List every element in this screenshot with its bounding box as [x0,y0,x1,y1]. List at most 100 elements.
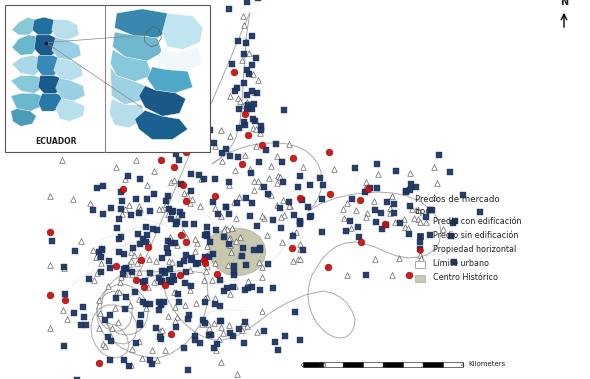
Point [362,179,371,185]
Point [405,170,414,176]
Point [156,279,166,285]
Point [217,213,226,219]
Polygon shape [135,110,188,139]
Point [450,259,459,265]
Point [263,191,273,197]
Point [421,219,431,225]
Polygon shape [55,78,85,101]
Point [225,93,235,99]
Point [209,140,218,146]
Point [98,341,107,347]
Point [135,206,145,212]
Point [209,320,218,326]
Point [385,205,395,211]
Point [148,347,157,353]
Point [238,327,247,333]
Point [178,212,187,218]
Point [151,258,160,264]
Point [289,212,299,218]
Point [439,226,448,232]
Point [295,255,304,262]
Point [180,302,189,308]
Point [217,127,226,133]
Point [372,185,381,191]
Bar [323,362,343,367]
Point [200,254,209,260]
Point [199,231,209,237]
Point [247,88,257,94]
Point [295,337,304,343]
Point [395,220,405,226]
Point [94,360,104,366]
Point [264,191,273,197]
Point [247,170,256,176]
Point [421,213,430,219]
Text: 2: 2 [381,363,385,368]
Point [242,106,251,112]
Point [425,207,435,213]
Point [104,258,114,264]
Point [110,305,119,311]
Point [155,334,165,340]
Point [363,186,373,192]
Point [171,318,180,324]
Point [230,88,240,94]
Point [172,241,181,247]
Point [97,246,107,252]
Point [94,324,103,330]
Point [405,203,414,209]
Point [206,329,216,335]
Point [170,289,179,295]
Point [233,96,242,102]
Point [236,252,245,258]
Point [258,263,267,269]
Point [211,193,220,199]
Point [240,22,249,28]
Point [209,199,218,205]
Point [432,180,442,186]
Point [229,272,238,278]
Point [296,218,305,224]
Point [182,192,192,198]
Point [293,256,303,262]
Point [186,282,195,288]
Point [178,229,188,235]
Bar [415,274,425,282]
Point [172,150,181,157]
Point [306,213,315,219]
Point [97,247,106,253]
Point [171,324,181,330]
Point [415,239,425,245]
Point [240,152,250,158]
Point [120,176,129,182]
Point [202,252,212,258]
Point [221,225,230,231]
Point [169,273,178,279]
Polygon shape [110,99,145,128]
Point [163,313,172,319]
Point [262,232,271,238]
Point [434,152,444,158]
Point [100,343,110,349]
Point [209,345,219,351]
Point [47,238,57,244]
Point [135,176,145,182]
Point [254,159,264,165]
Point [245,166,254,172]
Point [234,194,244,200]
Point [135,269,144,276]
Point [154,299,163,305]
Point [291,229,301,235]
Point [186,171,195,177]
Point [203,321,212,327]
Point [117,197,126,204]
Point [360,185,369,191]
Point [224,6,234,12]
Point [202,263,212,269]
Point [88,247,98,253]
Point [416,252,425,258]
Point [206,127,215,133]
Point [136,312,145,318]
Point [277,214,286,220]
Point [295,219,304,225]
